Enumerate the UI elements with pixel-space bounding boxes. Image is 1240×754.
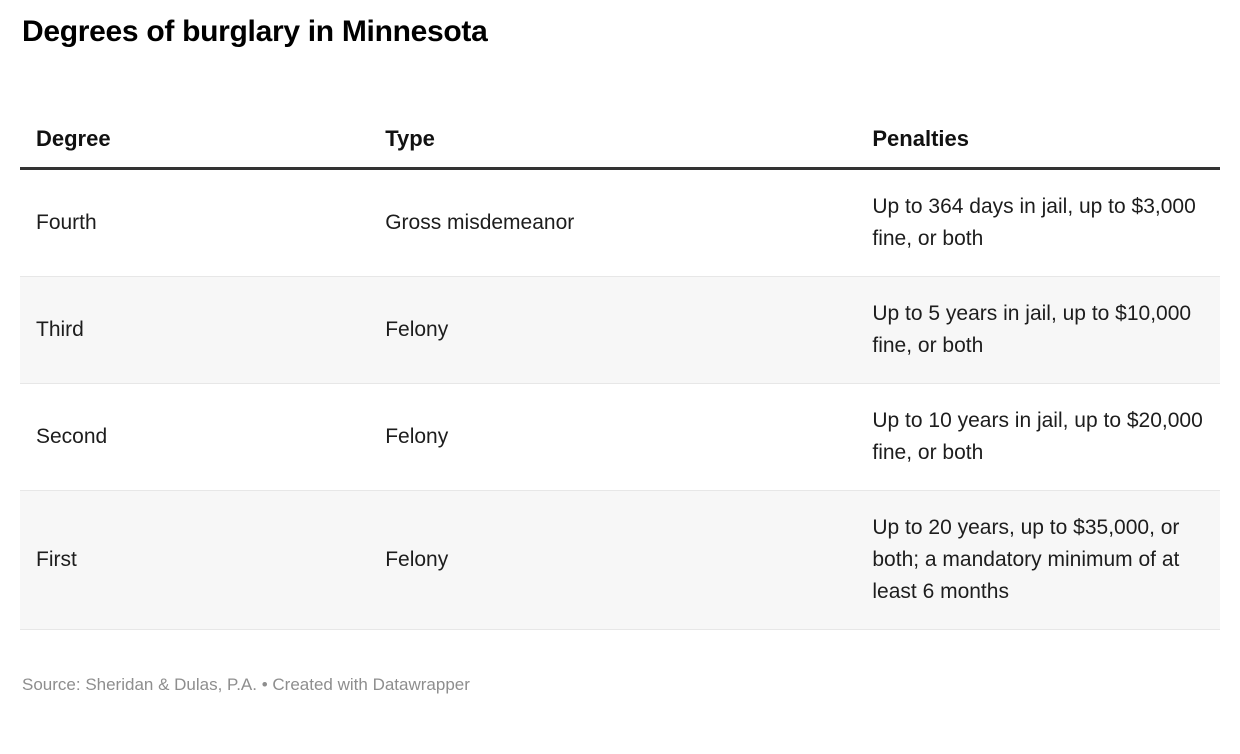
cell-penalties: Up to 5 years in jail, up to $10,000 fin…: [856, 276, 1220, 384]
cell-degree: Fourth: [20, 168, 370, 277]
footer-separator: •: [257, 675, 273, 694]
table-header-row: Degree Type Penalties: [20, 110, 1220, 170]
column-header-degree: Degree: [20, 110, 370, 170]
cell-degree: Second: [20, 383, 370, 491]
datawrapper-credit: Created with Datawrapper: [272, 675, 470, 694]
cell-degree: Third: [20, 276, 370, 384]
cell-type: Felony: [369, 383, 857, 491]
cell-type: Felony: [369, 490, 857, 630]
table-row-third: Third Felony Up to 5 years in jail, up t…: [20, 276, 1220, 384]
burglary-degrees-table: Degree Type Penalties Fourth Gross misde…: [20, 110, 1220, 630]
cell-type: Felony: [369, 276, 857, 384]
cell-penalties: Up to 364 days in jail, up to $3,000 fin…: [856, 168, 1220, 277]
table-row-second: Second Felony Up to 10 years in jail, up…: [20, 383, 1220, 491]
source-label: Source:: [22, 675, 86, 694]
column-header-type: Type: [369, 110, 857, 170]
table-row-fourth: Fourth Gross misdemeanor Up to 364 days …: [20, 168, 1220, 277]
source-name: Sheridan & Dulas, P.A.: [85, 675, 257, 694]
source-line: Source: Sheridan & Dulas, P.A. • Created…: [22, 674, 1220, 695]
cell-penalties: Up to 20 years, up to $35,000, or both; …: [856, 490, 1220, 630]
cell-penalties: Up to 10 years in jail, up to $20,000 fi…: [856, 383, 1220, 491]
cell-degree: First: [20, 490, 370, 630]
chart-title: Degrees of burglary in Minnesota: [22, 15, 488, 48]
column-header-penalties: Penalties: [856, 110, 1220, 170]
table-row-first: First Felony Up to 20 years, up to $35,0…: [20, 490, 1220, 630]
cell-type: Gross misdemeanor: [369, 168, 857, 277]
